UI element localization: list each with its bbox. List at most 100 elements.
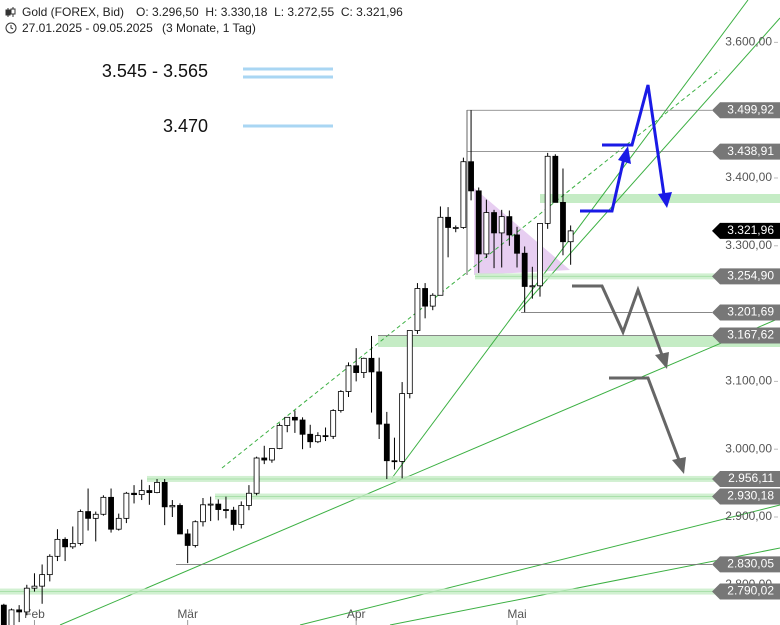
price-tag-label: 2.930,18 xyxy=(727,489,774,503)
note: 3.545 - 3.565 xyxy=(102,61,208,81)
price-tag xyxy=(712,470,780,487)
price-tag-label: 2.790,02 xyxy=(727,584,774,598)
candle-body xyxy=(46,555,53,576)
candle-body xyxy=(207,503,214,506)
level-zone xyxy=(215,493,780,500)
ohlc: O: 3.296,50 H: 3.330,18 L: 3.272,55 C: 3… xyxy=(136,5,403,19)
level-zone xyxy=(0,588,780,595)
candle-body xyxy=(62,538,69,548)
candle-body xyxy=(360,357,367,373)
candle-body xyxy=(115,517,122,530)
y-tick-label: 3.300,00 xyxy=(725,238,772,252)
x-tick-label: Mai xyxy=(507,607,526,621)
candle-body xyxy=(230,509,237,525)
candle-body xyxy=(544,155,551,224)
candle-body xyxy=(108,496,114,530)
candle-body xyxy=(314,435,321,443)
price-tag xyxy=(712,556,780,573)
level-zone xyxy=(147,475,780,482)
candle-body xyxy=(123,492,130,519)
candle-body xyxy=(39,574,46,587)
price-tag xyxy=(712,268,780,285)
candle-body xyxy=(291,416,298,421)
candle-body xyxy=(383,423,390,462)
price-tag-label: 3.321,96 xyxy=(727,223,774,237)
price-tag-label: 2.830,05 xyxy=(727,557,774,571)
note: 3.470 xyxy=(163,116,208,136)
y-tick-label: 3.600,00 xyxy=(725,35,772,49)
price-tag xyxy=(712,488,780,505)
candle-body xyxy=(92,513,99,519)
candle-body xyxy=(506,216,513,236)
candle-body xyxy=(529,285,536,288)
price-tag xyxy=(712,143,780,160)
candle-body xyxy=(238,505,245,525)
zone xyxy=(540,194,780,203)
candle-body xyxy=(246,492,252,506)
candle-body xyxy=(8,609,15,625)
candle-body xyxy=(200,504,206,523)
candle-body xyxy=(54,538,61,557)
candle-body xyxy=(567,230,574,243)
candle-body xyxy=(307,433,314,443)
y-tick-label: 2.900,00 xyxy=(725,509,772,523)
candle-body xyxy=(391,460,398,463)
candle-body xyxy=(161,482,168,508)
candle-body xyxy=(146,490,153,493)
candle-body xyxy=(31,585,38,589)
candle-body xyxy=(399,393,406,462)
price-tag xyxy=(712,327,780,344)
candle-body xyxy=(177,505,183,535)
candle-body xyxy=(284,416,291,426)
candle-body xyxy=(223,509,229,511)
candle-body xyxy=(368,357,375,373)
candle-body xyxy=(330,410,337,437)
candle-body xyxy=(552,155,559,203)
y-tick-label: 3.000,00 xyxy=(725,441,772,455)
candle-body xyxy=(299,419,306,435)
candle-body xyxy=(345,365,352,392)
price-tag-label: 3.499,92 xyxy=(727,102,774,116)
candle-body xyxy=(138,490,145,496)
x-tick-label: Mär xyxy=(177,607,198,621)
candle-body xyxy=(276,425,283,449)
candle-body xyxy=(414,288,421,331)
y-tick-label: 3.400,00 xyxy=(725,170,772,184)
triangle xyxy=(474,188,570,275)
zone xyxy=(378,336,780,347)
candle-body xyxy=(100,496,107,515)
y-tick-label: 3.100,00 xyxy=(725,374,772,388)
header-icon xyxy=(5,7,17,34)
candle-body xyxy=(445,216,451,228)
price-tag xyxy=(712,102,780,119)
chart-title: Gold (FOREX, Bid) xyxy=(22,5,124,19)
candle-body xyxy=(69,543,76,548)
period: (3 Monate, 1 Tag) xyxy=(162,21,256,35)
candle-body xyxy=(85,511,91,519)
candle-body xyxy=(475,190,482,255)
price-tag xyxy=(712,304,780,321)
level-zone xyxy=(475,273,780,280)
candle-body xyxy=(337,391,344,411)
price-tag-label: 2.956,11 xyxy=(728,471,774,485)
candle-body xyxy=(215,503,222,510)
candle-body xyxy=(452,227,459,229)
candle-body xyxy=(537,223,543,287)
price-tag-label: 3.254,90 xyxy=(727,269,774,283)
candle-body xyxy=(422,288,429,307)
price-tag xyxy=(712,222,780,239)
candle-body xyxy=(184,533,191,546)
candle-body xyxy=(261,457,268,461)
arrows xyxy=(572,84,686,474)
candle-body xyxy=(460,161,467,228)
price-tag-label: 3.201,69 xyxy=(727,305,774,319)
candle-body xyxy=(16,609,23,613)
candle-body xyxy=(560,201,566,243)
price-tag-label: 3.438,91 xyxy=(727,144,774,158)
candle-body xyxy=(491,212,497,234)
candle-body xyxy=(0,604,7,625)
candle-body xyxy=(376,371,383,425)
candle-body xyxy=(23,587,30,613)
x-tick-label: Apr xyxy=(347,607,366,621)
